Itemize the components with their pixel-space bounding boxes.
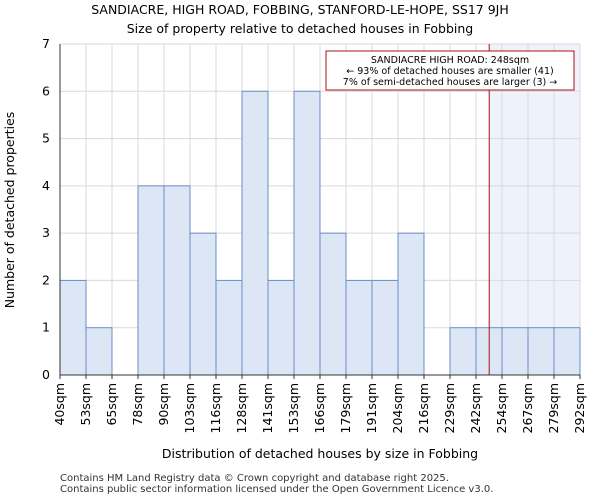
bar bbox=[189, 232, 217, 376]
bar bbox=[319, 232, 347, 376]
x-tick-label: 267sqm bbox=[520, 383, 535, 433]
bar bbox=[241, 90, 269, 376]
x-tick-label: 128sqm bbox=[234, 383, 249, 433]
bar bbox=[449, 327, 477, 376]
x-tick-label: 53sqm bbox=[78, 383, 93, 426]
y-tick-label: 0 bbox=[42, 367, 50, 382]
x-tick-label: 204sqm bbox=[390, 383, 405, 433]
chart-subtitle: Size of property relative to detached ho… bbox=[126, 21, 474, 36]
annotation-box bbox=[325, 50, 575, 91]
x-tick-label: 141sqm bbox=[260, 383, 275, 433]
bar bbox=[501, 327, 529, 376]
x-tick-label: 279sqm bbox=[546, 383, 561, 433]
bar bbox=[553, 327, 581, 376]
bar bbox=[397, 232, 425, 376]
y-tick-label: 4 bbox=[42, 178, 50, 193]
x-tick-label: 90sqm bbox=[156, 383, 171, 426]
bar bbox=[85, 327, 113, 376]
y-tick-label: 7 bbox=[42, 36, 50, 51]
y-tick-label: 1 bbox=[42, 320, 50, 335]
footer-line-1: Contains HM Land Registry data © Crown c… bbox=[60, 473, 449, 484]
annotation-line-1: SANDIACRE HIGH ROAD: 248sqm bbox=[371, 55, 529, 66]
y-axis-title: Number of detached properties bbox=[2, 112, 17, 309]
x-tick-label: 229sqm bbox=[442, 383, 457, 433]
x-tick-label: 103sqm bbox=[182, 383, 197, 433]
x-tick-label: 216sqm bbox=[416, 383, 431, 433]
footer-line-2: Contains public sector information licen… bbox=[60, 484, 494, 495]
larger-region-highlight bbox=[489, 44, 580, 375]
bar bbox=[345, 279, 373, 376]
bar bbox=[59, 279, 87, 376]
x-tick-label: 65sqm bbox=[104, 383, 119, 426]
y-tick-label: 3 bbox=[42, 225, 50, 240]
x-tick-label: 78sqm bbox=[130, 383, 145, 426]
x-tick-label: 166sqm bbox=[312, 383, 327, 433]
annotation-line-3: 7% of semi-detached houses are larger (3… bbox=[343, 77, 557, 88]
x-tick-label: 242sqm bbox=[468, 383, 483, 433]
x-tick-label: 191sqm bbox=[364, 383, 379, 433]
bar bbox=[215, 279, 243, 376]
x-tick-label: 292sqm bbox=[572, 383, 587, 433]
chart-title: SANDIACRE, HIGH ROAD, FOBBING, STANFORD-… bbox=[91, 2, 509, 17]
bar bbox=[371, 279, 399, 376]
bar bbox=[163, 185, 191, 376]
x-tick-label: 116sqm bbox=[208, 383, 223, 433]
annotation-line-2: ← 93% of detached houses are smaller (41… bbox=[346, 66, 553, 77]
bar bbox=[137, 185, 165, 376]
x-tick-label: 40sqm bbox=[52, 383, 67, 426]
y-tick-label: 2 bbox=[42, 272, 50, 287]
y-tick-label: 6 bbox=[42, 83, 50, 98]
x-tick-label: 153sqm bbox=[286, 383, 301, 433]
bar bbox=[527, 327, 555, 376]
x-axis-title: Distribution of detached houses by size … bbox=[162, 446, 478, 461]
y-tick-label: 5 bbox=[42, 131, 50, 146]
x-tick-label: 179sqm bbox=[338, 383, 353, 433]
bar bbox=[267, 279, 295, 376]
bar bbox=[293, 90, 321, 376]
x-tick-label: 254sqm bbox=[494, 383, 509, 433]
